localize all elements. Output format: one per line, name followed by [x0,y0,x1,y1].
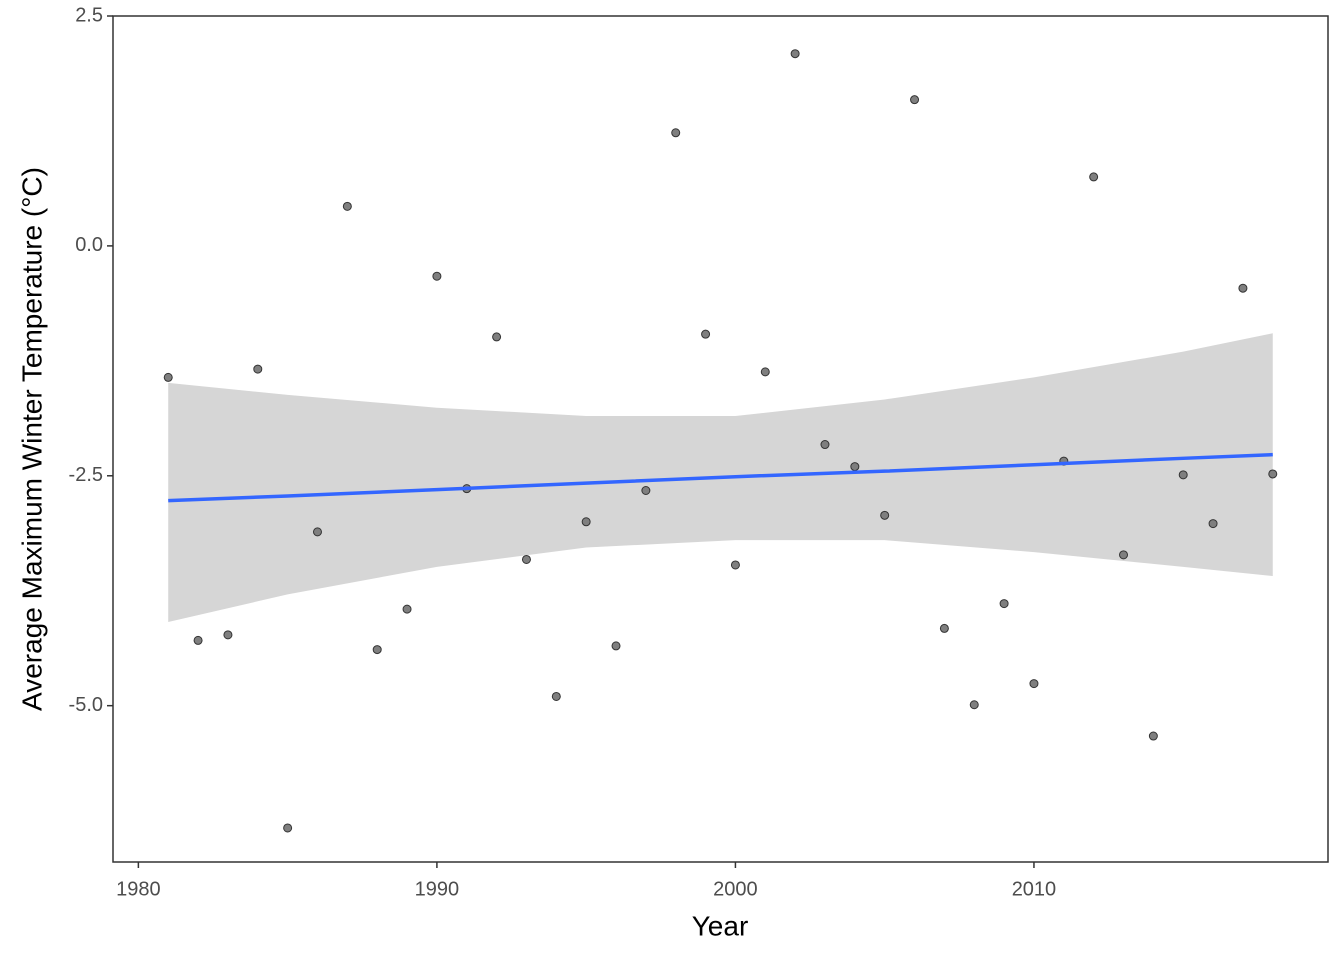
point [581,517,591,527]
point [850,462,860,472]
point [999,599,1009,609]
point [402,604,412,614]
point [880,510,890,520]
point [372,645,382,655]
point [910,95,920,105]
point [551,691,561,701]
point [283,823,293,833]
trend-line [168,452,1273,503]
x-tick-label: 1990 [415,878,460,900]
point [1119,550,1129,560]
point [432,271,442,281]
point [521,554,531,564]
y-tick-label: -5.0 [69,694,103,716]
point [1178,470,1188,480]
point [492,332,502,342]
x-axis-title: Year [692,910,749,941]
point [163,372,173,382]
panel-border [112,15,1329,863]
point [253,364,263,374]
y-tick-label: 2.5 [75,4,103,26]
x-tick-label: 2000 [713,878,758,900]
point [1208,519,1218,529]
point [193,635,203,645]
point [939,623,949,633]
point [1238,283,1248,293]
point [342,201,352,211]
point [1268,469,1278,479]
y-tick-label: -2.5 [69,464,103,486]
point [611,641,621,651]
point [641,485,651,495]
point [671,128,681,138]
point [1029,679,1039,689]
point [760,367,770,377]
y-axis-title: Average Maximum Winter Temperature (°C) [16,167,47,711]
point [969,700,979,710]
point [312,527,322,537]
point [1148,731,1158,741]
point [701,329,711,339]
x-tick-label: 2010 [1012,878,1057,900]
y-tick-label: 0.0 [75,234,103,256]
point [730,560,740,570]
point [1089,172,1099,182]
point [790,49,800,59]
x-tick-label: 1980 [116,878,161,900]
point [223,630,233,640]
point [820,440,830,450]
